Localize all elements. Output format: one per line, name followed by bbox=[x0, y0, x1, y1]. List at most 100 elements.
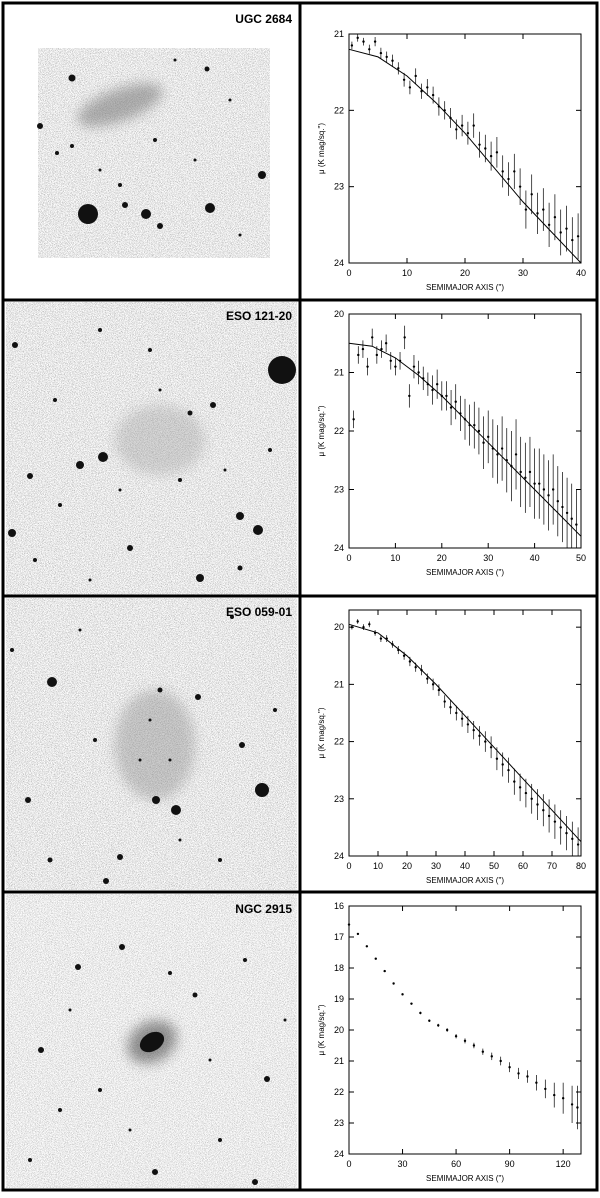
x-tick-label: 50 bbox=[489, 861, 499, 871]
data-point bbox=[375, 353, 379, 357]
data-point bbox=[547, 223, 551, 227]
data-point bbox=[533, 482, 536, 485]
y-tick-label: 21 bbox=[334, 368, 344, 378]
data-point bbox=[412, 365, 416, 368]
data-point bbox=[383, 969, 386, 973]
data-point bbox=[487, 435, 490, 439]
data-point bbox=[526, 1075, 529, 1078]
data-point bbox=[392, 982, 395, 985]
data-point bbox=[466, 132, 470, 135]
data-point bbox=[576, 1106, 579, 1109]
data-point bbox=[445, 394, 448, 398]
data-point bbox=[401, 993, 404, 996]
data-point bbox=[524, 208, 528, 211]
data-point bbox=[362, 625, 365, 629]
data-point bbox=[371, 336, 374, 339]
data-point bbox=[443, 700, 446, 703]
data-point bbox=[542, 488, 546, 491]
data-point bbox=[484, 147, 487, 150]
data-point bbox=[524, 791, 528, 795]
data-point bbox=[472, 124, 475, 127]
data-point bbox=[402, 654, 406, 657]
data-point bbox=[437, 1024, 440, 1027]
data-point bbox=[384, 342, 388, 345]
data-point bbox=[408, 394, 411, 398]
image-panel-ugc2684 bbox=[37, 48, 270, 258]
data-point bbox=[547, 814, 551, 818]
x-tick-label: 0 bbox=[346, 861, 351, 871]
profile-chart-4: 0 30 60 90 120 16 17 18 19 20 21 22 23 24 SEMIMAJOR AX… bbox=[317, 901, 582, 1183]
data-point bbox=[561, 1097, 565, 1100]
data-point bbox=[352, 418, 355, 421]
data-point bbox=[499, 1059, 502, 1063]
data-point bbox=[414, 666, 417, 669]
plot-frame bbox=[348, 609, 582, 857]
panel-label-3: ESO 059-01 bbox=[226, 605, 292, 619]
data-point bbox=[417, 371, 420, 374]
data-point bbox=[350, 625, 354, 629]
data-point bbox=[553, 216, 557, 219]
data-point bbox=[570, 1103, 574, 1106]
data-point bbox=[565, 227, 568, 230]
galaxy-blob bbox=[77, 83, 163, 127]
data-point bbox=[575, 523, 578, 526]
data-point bbox=[500, 447, 504, 450]
x-tick-label: 50 bbox=[576, 553, 586, 563]
data-point bbox=[536, 212, 539, 215]
data-point bbox=[431, 93, 435, 97]
data-point bbox=[473, 423, 476, 427]
data-point bbox=[544, 1087, 547, 1091]
y-tick-label: 24 bbox=[334, 543, 344, 553]
x-axis-label: SEMIMAJOR AXIS (") bbox=[426, 876, 504, 885]
star-field bbox=[28, 944, 287, 1185]
data-point bbox=[561, 505, 564, 509]
data-point bbox=[374, 957, 377, 960]
profile-chart-1: 0 10 20 30 40 21 22 23 24 SEMIMAJOR AXIS (") μ (K … bbox=[317, 29, 586, 292]
x-tick-label: 60 bbox=[518, 861, 528, 871]
y-tick-label: 16 bbox=[334, 901, 344, 911]
fit-curve bbox=[348, 623, 582, 843]
data-point bbox=[463, 1039, 467, 1043]
data-point bbox=[481, 1050, 485, 1053]
x-tick-label: 40 bbox=[576, 268, 586, 278]
data-point bbox=[449, 706, 452, 709]
data-point bbox=[435, 383, 439, 386]
data-point bbox=[385, 55, 388, 59]
x-axis-label: SEMIMAJOR AXIS (") bbox=[426, 1174, 504, 1183]
y-tick-label: 22 bbox=[334, 426, 344, 436]
data-point bbox=[556, 500, 559, 503]
data-point bbox=[449, 406, 453, 409]
data-point bbox=[379, 637, 383, 640]
data-point bbox=[528, 470, 532, 474]
data-point bbox=[420, 90, 423, 93]
data-point bbox=[565, 511, 569, 515]
x-tick-label: 40 bbox=[460, 861, 470, 871]
panel-label-1: UGC 2684 bbox=[235, 12, 292, 26]
data-point bbox=[362, 40, 365, 43]
data-point bbox=[553, 1093, 556, 1097]
data-point bbox=[380, 347, 383, 351]
data-point bbox=[536, 803, 539, 806]
fit-curve bbox=[348, 342, 582, 537]
y-tick-label: 24 bbox=[334, 851, 344, 861]
y-tick-label: 23 bbox=[334, 485, 344, 495]
x-tick-label: 30 bbox=[518, 268, 528, 278]
data-point bbox=[559, 231, 562, 234]
data-point bbox=[419, 1011, 422, 1015]
y-tick-label: 20 bbox=[334, 309, 344, 319]
data-point bbox=[478, 734, 481, 738]
data-point bbox=[482, 441, 485, 444]
data-point bbox=[535, 1081, 538, 1084]
panel-label-4: NGC 2915 bbox=[235, 902, 292, 916]
y-tick-label: 22 bbox=[334, 105, 344, 115]
data-point bbox=[403, 336, 406, 339]
y-axis-label: μ (K mag/sq.") bbox=[317, 123, 326, 174]
data-point bbox=[501, 170, 504, 173]
x-tick-label: 10 bbox=[402, 268, 412, 278]
data-point bbox=[408, 660, 412, 663]
x-tick-label: 0 bbox=[346, 553, 351, 563]
star-field bbox=[8, 328, 296, 582]
x-tick-label: 0 bbox=[346, 1159, 351, 1169]
data-point bbox=[490, 1055, 493, 1058]
